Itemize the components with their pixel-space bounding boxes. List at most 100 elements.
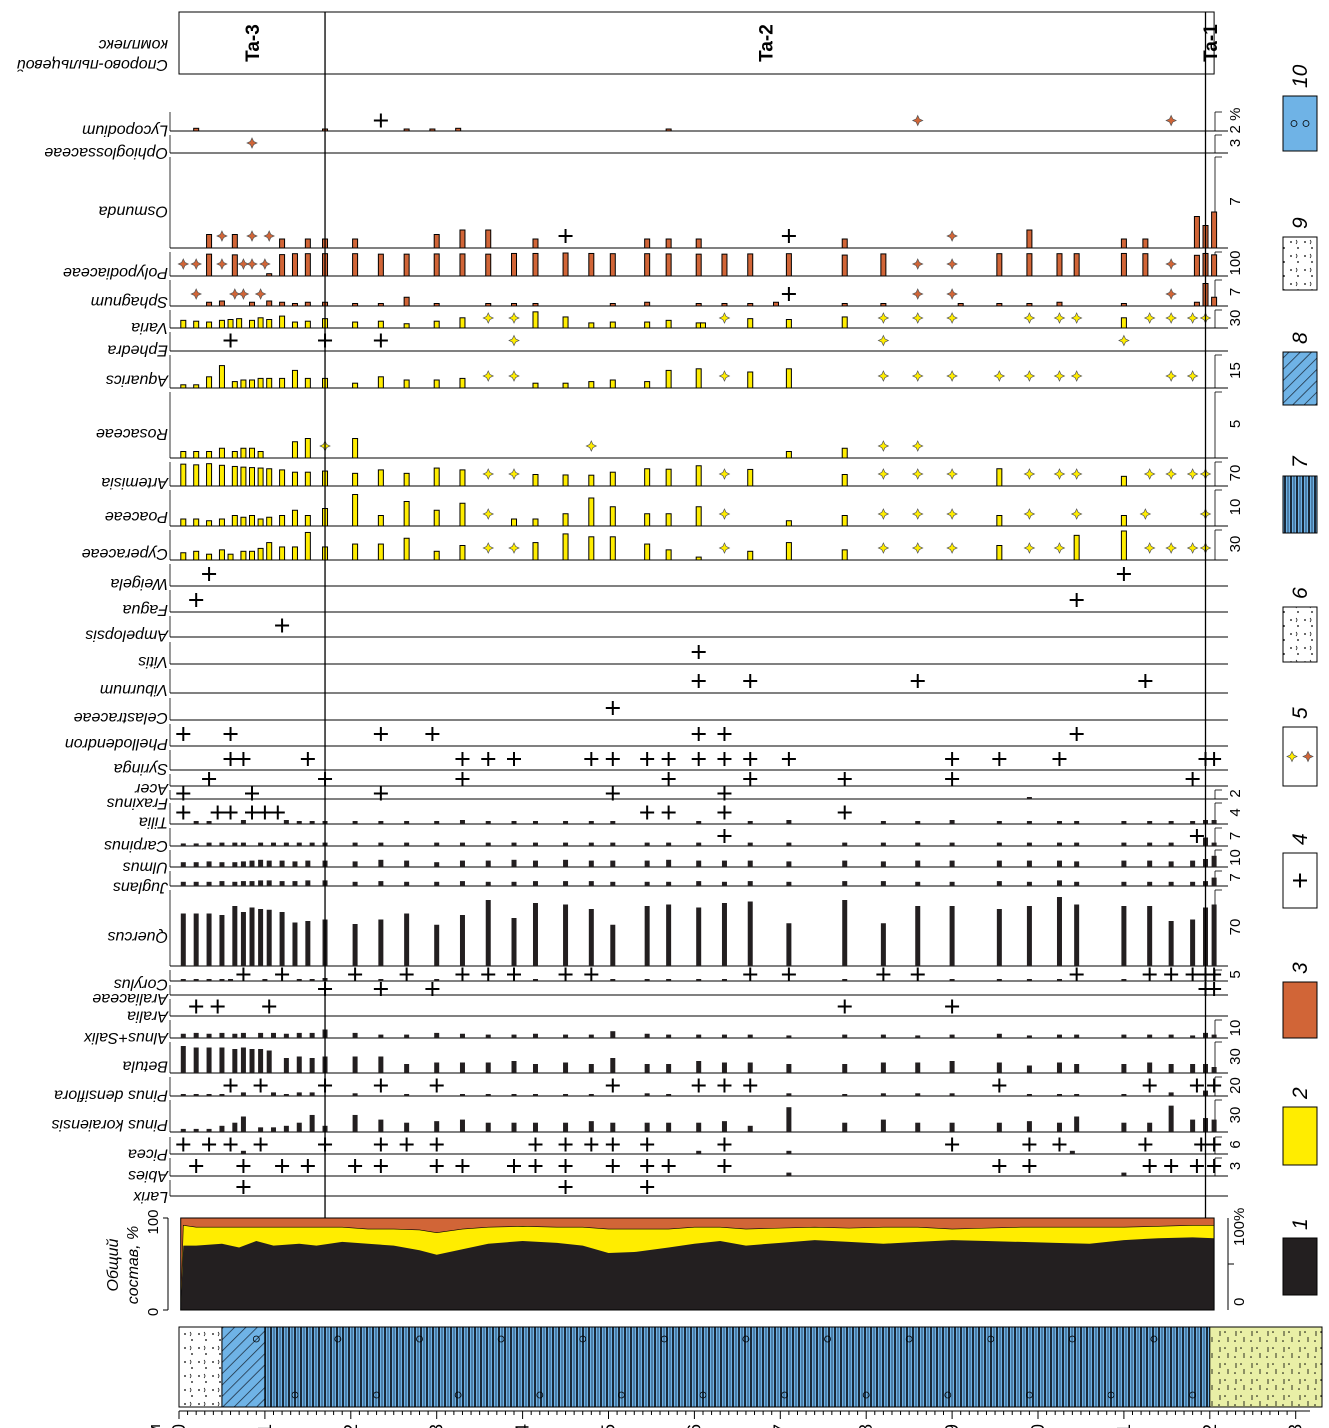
- taxon-bar: [352, 881, 358, 886]
- taxon-bar: [1026, 1121, 1032, 1132]
- taxon-bar: [304, 531, 311, 561]
- taxon-bar: [262, 979, 268, 981]
- taxon-panel-quercus: 70 Quercus: [108, 889, 1244, 967]
- taxon-scale-label: 20: [1227, 1077, 1244, 1094]
- taxon-bar: [231, 451, 238, 459]
- single-grain-star: [1186, 468, 1199, 480]
- taxon-bar: [279, 301, 286, 307]
- taxon-bar: [511, 1061, 517, 1073]
- taxon-scale-label: 30: [1227, 1048, 1244, 1065]
- taxon-name: Ephedra: [107, 342, 168, 359]
- plant-remains-mark: [742, 1335, 750, 1343]
- taxon-bar: [193, 464, 200, 487]
- taxon-bar: [459, 253, 466, 277]
- taxon-bar: [433, 550, 440, 561]
- plant-remains-mark: [824, 1335, 831, 1343]
- taxon-bar: [236, 318, 243, 329]
- taxon-bar: [403, 379, 410, 389]
- taxon-bar: [266, 516, 273, 527]
- taxon-bar: [666, 904, 672, 966]
- taxon-bar: [644, 543, 651, 561]
- depth-tick-label: 12: [1200, 1424, 1220, 1428]
- taxon-bar: [786, 1064, 792, 1073]
- taxon-bar: [404, 821, 410, 824]
- legend-item-9: 9: [1282, 217, 1318, 291]
- taxon-bar: [696, 1061, 702, 1073]
- taxon-bar: [665, 549, 672, 561]
- single-grain-star: [911, 542, 924, 554]
- taxon-bar: [563, 821, 569, 824]
- taxon-bar: [532, 238, 539, 249]
- taxon-bar: [232, 842, 238, 846]
- taxon-bar: [404, 1094, 410, 1096]
- taxon-bar: [231, 254, 238, 277]
- taxon-bar: [291, 321, 298, 329]
- zone-frame: [178, 11, 1215, 75]
- taxon-bar: [1121, 1064, 1127, 1073]
- taxon-bar: [785, 542, 792, 561]
- taxon-bar: [1168, 1064, 1174, 1073]
- taxon-bar: [665, 513, 672, 527]
- plant-remains-mark: [987, 1335, 995, 1343]
- taxon-bar: [485, 900, 491, 966]
- taxon-bar: [880, 842, 886, 846]
- taxon-bar: [1168, 1034, 1174, 1038]
- taxon-bar: [532, 303, 539, 307]
- plant-remains-mark: [1150, 1335, 1158, 1343]
- taxon-bar: [1026, 979, 1032, 981]
- legend-swatch: [1282, 351, 1318, 406]
- taxon-bar: [785, 451, 792, 459]
- plant-remains-mark: [862, 1391, 870, 1399]
- taxon-scale-label: 15: [1227, 362, 1244, 379]
- taxon-name: Carpinus: [104, 837, 168, 854]
- single-grain-star: [946, 288, 958, 300]
- taxon-bar: [296, 979, 302, 981]
- taxon-bar: [1056, 1122, 1062, 1132]
- taxon-bar: [1211, 904, 1217, 966]
- single-grain-star: [1070, 508, 1083, 520]
- taxon-panel-ampelopsis: Ampelopsis: [85, 616, 1228, 644]
- taxon-bar: [240, 466, 247, 487]
- taxon-scale-label: 10: [1227, 849, 1244, 866]
- taxon-bar: [1026, 1094, 1032, 1096]
- plant-remains-mark: [1189, 1391, 1197, 1399]
- taxon-panel-abies: 3 Abies: [128, 1157, 1244, 1184]
- taxon-bar: [511, 842, 517, 846]
- legend-number: 10: [1289, 64, 1312, 88]
- taxon-panel-fagua: Fagua: [123, 590, 1228, 618]
- taxon-bar: [377, 543, 384, 561]
- taxon-bar: [532, 382, 539, 389]
- taxon-bar: [563, 1062, 569, 1073]
- taxon-bar: [665, 369, 672, 389]
- taxon-bar: [232, 906, 238, 966]
- taxon-scale-label: 2 %: [1227, 108, 1244, 134]
- taxon-bar: [459, 842, 465, 846]
- taxon-bar: [240, 379, 247, 389]
- taxon-bar: [377, 320, 384, 329]
- taxon-bar: [291, 369, 298, 389]
- taxon-bar: [193, 913, 199, 966]
- taxon-bar: [378, 1119, 384, 1132]
- taxon-bar: [218, 447, 225, 459]
- taxon-bar: [455, 127, 462, 132]
- taxon-bar: [180, 913, 186, 966]
- taxon-bar: [1056, 979, 1062, 981]
- single-grain-star: [946, 258, 958, 270]
- taxon-bar: [1026, 842, 1032, 846]
- taxon-bar: [258, 842, 264, 846]
- taxon-bar: [786, 1150, 792, 1154]
- taxon-bar: [352, 1032, 358, 1038]
- taxon-bar: [1026, 1065, 1032, 1073]
- taxon-name: Larix: [132, 1188, 168, 1205]
- taxon-bar: [588, 821, 594, 824]
- taxon-bar: [1026, 229, 1033, 249]
- single-grain-star: [482, 542, 495, 554]
- taxon-bar: [996, 468, 1003, 487]
- taxon-name: Poaceae: [105, 508, 168, 525]
- legend-number: 9: [1289, 217, 1312, 229]
- taxon-bar: [563, 1122, 569, 1132]
- taxon-bar: [666, 881, 672, 886]
- taxon-scale-label: 7: [1227, 288, 1244, 296]
- plant-remains-mark: [1107, 1391, 1115, 1399]
- taxon-bar: [665, 128, 672, 132]
